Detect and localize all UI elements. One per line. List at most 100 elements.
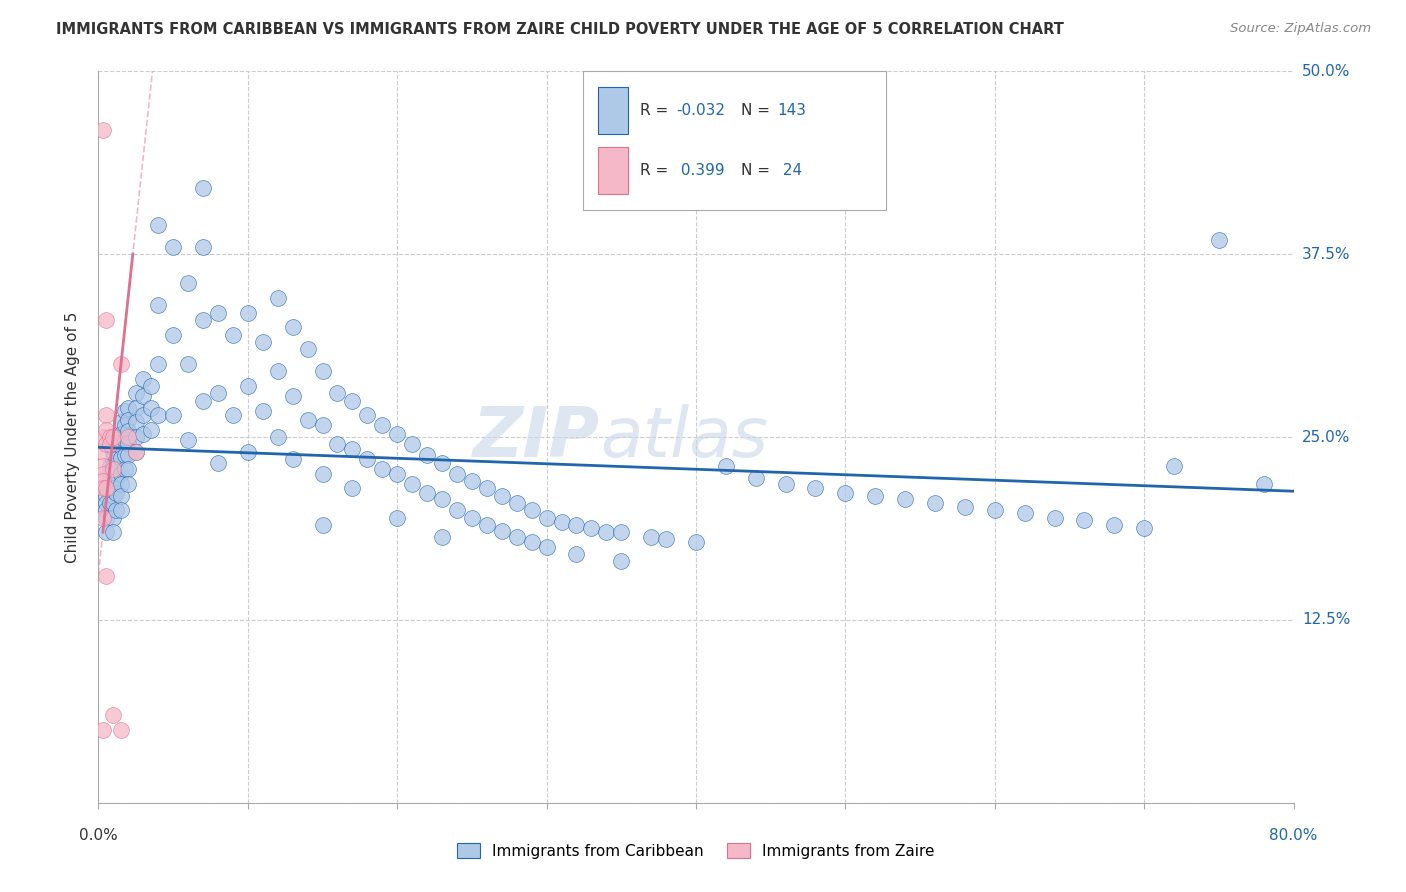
Text: 143: 143 bbox=[778, 103, 807, 118]
Point bbox=[371, 462, 394, 476]
Point bbox=[94, 481, 117, 495]
Point bbox=[1073, 513, 1095, 527]
Point bbox=[110, 439, 132, 453]
Point bbox=[139, 379, 162, 393]
Text: 25.0%: 25.0% bbox=[1302, 430, 1350, 444]
Point bbox=[984, 503, 1007, 517]
Point bbox=[148, 298, 170, 312]
Point bbox=[236, 306, 259, 320]
Point bbox=[924, 496, 946, 510]
Point bbox=[103, 708, 125, 723]
Point bbox=[222, 408, 245, 422]
Point bbox=[1133, 521, 1156, 535]
Point bbox=[506, 496, 529, 510]
Point bbox=[110, 503, 132, 517]
Point bbox=[103, 474, 125, 488]
Point bbox=[148, 218, 170, 232]
Point bbox=[416, 448, 439, 462]
Text: 0.0%: 0.0% bbox=[79, 828, 118, 843]
Point bbox=[326, 437, 349, 451]
Point bbox=[1163, 459, 1185, 474]
Point bbox=[342, 481, 364, 495]
Text: N =: N = bbox=[741, 163, 775, 178]
Point bbox=[91, 430, 114, 444]
Point bbox=[117, 430, 139, 444]
Point bbox=[103, 462, 125, 476]
Point bbox=[98, 496, 122, 510]
Point bbox=[103, 481, 125, 495]
Point bbox=[105, 430, 128, 444]
Point bbox=[1253, 476, 1275, 491]
Point bbox=[865, 489, 887, 503]
Point bbox=[475, 517, 498, 532]
Point bbox=[714, 459, 737, 474]
Point bbox=[94, 423, 117, 437]
Text: N =: N = bbox=[741, 103, 775, 118]
Point bbox=[356, 452, 378, 467]
Text: 80.0%: 80.0% bbox=[1270, 828, 1317, 843]
Point bbox=[191, 393, 214, 408]
Point bbox=[162, 408, 184, 422]
Point bbox=[207, 386, 229, 401]
Point bbox=[139, 401, 162, 415]
Point bbox=[536, 510, 558, 524]
Point bbox=[610, 554, 633, 568]
Point bbox=[103, 467, 125, 481]
Point bbox=[125, 416, 148, 430]
Point bbox=[1043, 510, 1066, 524]
Point bbox=[281, 389, 304, 403]
Text: 37.5%: 37.5% bbox=[1302, 247, 1350, 261]
Point bbox=[491, 524, 513, 538]
Point bbox=[162, 327, 184, 342]
Point bbox=[311, 517, 333, 532]
Point bbox=[610, 525, 633, 540]
Point bbox=[177, 433, 200, 447]
Point bbox=[506, 530, 529, 544]
Point bbox=[117, 412, 139, 426]
Point bbox=[103, 496, 125, 510]
Point bbox=[110, 450, 132, 465]
Point bbox=[132, 427, 155, 442]
Point bbox=[98, 430, 122, 444]
Text: 50.0%: 50.0% bbox=[1302, 64, 1350, 78]
Point bbox=[252, 403, 274, 417]
Point bbox=[110, 357, 132, 371]
Point bbox=[91, 123, 114, 137]
Point bbox=[191, 240, 214, 254]
Point bbox=[281, 320, 304, 334]
Point bbox=[94, 510, 117, 524]
Point bbox=[385, 467, 409, 481]
Point bbox=[342, 442, 364, 456]
Point bbox=[91, 723, 114, 737]
Point bbox=[114, 462, 136, 476]
Point bbox=[297, 412, 319, 426]
Point bbox=[461, 474, 484, 488]
Point bbox=[114, 433, 136, 447]
Text: R =: R = bbox=[640, 103, 673, 118]
Point bbox=[105, 503, 128, 517]
Point bbox=[446, 503, 468, 517]
Point bbox=[685, 535, 707, 549]
Point bbox=[114, 403, 136, 417]
Point bbox=[114, 418, 136, 433]
Point bbox=[139, 423, 162, 437]
Point bbox=[91, 444, 114, 458]
Point bbox=[177, 277, 200, 291]
Point bbox=[91, 459, 114, 474]
Point bbox=[520, 503, 543, 517]
Point bbox=[103, 430, 125, 444]
Legend: Immigrants from Caribbean, Immigrants from Zaire: Immigrants from Caribbean, Immigrants fr… bbox=[451, 837, 941, 864]
Point bbox=[371, 418, 394, 433]
Point bbox=[311, 418, 333, 433]
Point bbox=[222, 327, 245, 342]
Point bbox=[91, 474, 114, 488]
Y-axis label: Child Poverty Under the Age of 5: Child Poverty Under the Age of 5 bbox=[65, 311, 80, 563]
Point bbox=[98, 467, 122, 481]
Point bbox=[385, 510, 409, 524]
Point bbox=[267, 364, 290, 378]
Point bbox=[110, 427, 132, 442]
Point bbox=[125, 430, 148, 444]
Point bbox=[595, 525, 617, 540]
Point bbox=[132, 389, 155, 403]
Point bbox=[356, 408, 378, 422]
